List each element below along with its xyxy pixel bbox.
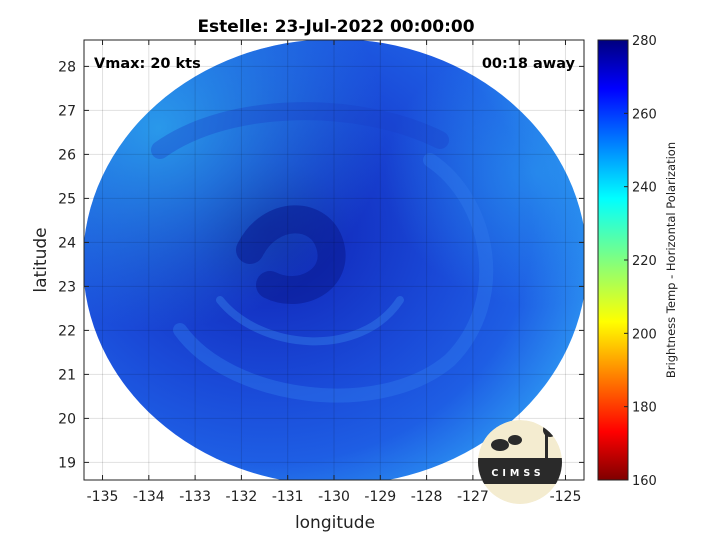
colorbar-tick-label: 180 bbox=[632, 401, 657, 416]
x-tick-label: -127 bbox=[457, 489, 489, 505]
colorbar-label: Brightness Temp - Horizontal Polarizatio… bbox=[664, 142, 678, 378]
y-axis-label: latitude bbox=[31, 227, 51, 292]
y-tick-label: 26 bbox=[58, 147, 76, 163]
cold-core bbox=[236, 205, 346, 304]
vmax-annotation: Vmax: 20 kts bbox=[94, 56, 201, 72]
water-tower-icon bbox=[545, 432, 548, 460]
x-axis-label: longitude bbox=[295, 513, 375, 533]
band-outer bbox=[173, 153, 494, 403]
x-tick-label: -129 bbox=[364, 489, 396, 505]
colorbar-tick-label: 280 bbox=[632, 34, 657, 49]
x-tick-label: -135 bbox=[87, 489, 119, 505]
x-tick-label: -130 bbox=[318, 489, 350, 505]
y-tick-label: 19 bbox=[58, 455, 76, 471]
y-tick-label: 21 bbox=[58, 367, 76, 383]
time-offset-annotation: 00:18 away bbox=[482, 56, 576, 72]
colorbar-tick-label: 240 bbox=[632, 181, 657, 196]
y-tick-label: 23 bbox=[58, 279, 76, 295]
colorbar: 280 260 240 220 200 180 160 Brightness Temp - … bbox=[597, 34, 678, 489]
y-tick-label: 22 bbox=[58, 323, 76, 339]
chart-title: Estelle: 23-Jul-2022 00:00:00 bbox=[197, 17, 474, 37]
spiral-bands bbox=[151, 102, 494, 403]
y-tick-label: 27 bbox=[58, 103, 76, 119]
x-tick-label: -131 bbox=[272, 489, 304, 505]
colorbar-ticks: 280 260 240 220 200 180 160 bbox=[624, 34, 657, 489]
x-tick-label: -134 bbox=[133, 489, 165, 505]
x-tick-label: -128 bbox=[411, 489, 443, 505]
y-tick-label: 28 bbox=[58, 59, 76, 75]
colorbar-ramp bbox=[597, 39, 629, 481]
x-tick-label: -133 bbox=[179, 489, 211, 505]
colorbar-tick-label: 220 bbox=[632, 254, 657, 269]
y-axis-ticks: 19 20 21 22 23 24 25 26 27 28 bbox=[58, 59, 584, 471]
y-tick-label: 24 bbox=[58, 235, 76, 251]
y-tick-label: 20 bbox=[58, 411, 76, 427]
y-tick-label: 25 bbox=[58, 191, 76, 207]
satellite-dish-icon bbox=[491, 439, 509, 451]
gridlines bbox=[84, 40, 584, 480]
colorbar-tick-label: 200 bbox=[632, 327, 657, 342]
band-inner bbox=[216, 296, 404, 346]
logo-text: CIMSS bbox=[491, 468, 544, 479]
cimss-logo: CIMSS bbox=[478, 420, 562, 504]
x-tick-label: -132 bbox=[226, 489, 258, 505]
brightness-swath bbox=[84, 40, 584, 480]
colorbar-tick-label: 160 bbox=[632, 474, 657, 489]
band-north bbox=[151, 102, 449, 159]
plot-area: -135-134-133-132-131-130-129-128-127-126… bbox=[31, 39, 585, 533]
colorbar-tick-label: 260 bbox=[632, 107, 657, 122]
x-tick-label: -125 bbox=[550, 489, 582, 505]
